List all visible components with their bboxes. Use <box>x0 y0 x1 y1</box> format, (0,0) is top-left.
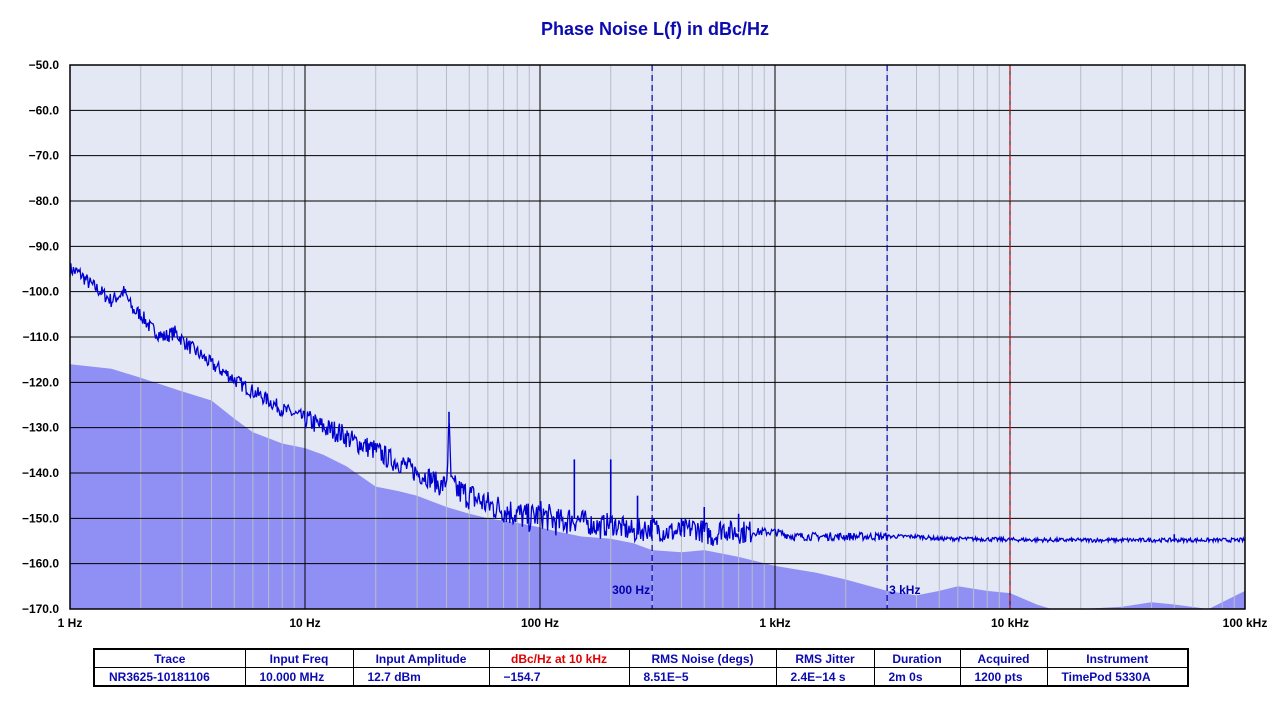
y-tick-label: −110.0 <box>23 330 60 344</box>
x-tick-label: 100 Hz <box>521 616 559 630</box>
y-axis-ticks: −50.0 −60.0 −70.0 −80.0 −90.0 −100.0 −110.0 −12… <box>22 58 59 616</box>
cell-instrument: TimePod 5330A <box>1046 667 1189 687</box>
header-dbc-at-10khz: dBc/Hz at 10 kHz <box>488 648 630 668</box>
header-input-freq: Input Freq <box>244 648 354 668</box>
chart-title: Phase Noise L(f) in dBc/Hz <box>541 19 769 39</box>
y-tick-label: −130.0 <box>22 421 59 435</box>
header-rms-noise: RMS Noise (degs) <box>628 648 777 668</box>
header-acquired: Acquired <box>959 648 1048 668</box>
noise-floor-area <box>70 364 1245 609</box>
y-tick-label: −120.0 <box>22 375 59 389</box>
cell-rms-jitter: 2.4E−14 s <box>775 667 875 687</box>
y-tick-label: −50.0 <box>29 58 60 72</box>
cell-duration: 2m 0s <box>873 667 961 687</box>
phase-noise-trace <box>69 263 1246 547</box>
header-duration: Duration <box>873 648 961 668</box>
x-tick-label: 10 kHz <box>991 616 1029 630</box>
y-tick-label: −170.0 <box>22 602 59 616</box>
header-instrument: Instrument <box>1046 648 1189 668</box>
y-tick-label: −160.0 <box>22 557 59 571</box>
marker-label: 3 kHz <box>889 583 920 597</box>
y-tick-label: −150.0 <box>22 511 59 525</box>
cell-input-freq: 10.000 MHz <box>244 667 354 687</box>
table-row: NR3625-10181106 10.000 MHz 12.7 dBm −154… <box>93 667 1189 687</box>
y-tick-label: −90.0 <box>29 239 60 253</box>
noise-floor-fill <box>70 364 1245 609</box>
x-axis-ticks: 1 Hz 10 Hz 100 Hz 1 kHz 10 kHz 100 kHz <box>58 616 1268 630</box>
cell-acquired: 1200 pts <box>959 667 1048 687</box>
y-tick-label: −100.0 <box>22 285 59 299</box>
x-tick-label: 1 kHz <box>759 616 790 630</box>
x-tick-label: 10 Hz <box>289 616 320 630</box>
y-tick-label: −80.0 <box>29 194 60 208</box>
y-tick-label: −140.0 <box>22 466 59 480</box>
cell-dbc-at-10khz: −154.7 <box>488 667 630 687</box>
trace-line <box>69 263 1246 547</box>
measurement-summary-table: Trace Input Freq Input Amplitude dBc/Hz … <box>93 648 1189 687</box>
x-tick-label: 100 kHz <box>1223 616 1268 630</box>
header-rms-jitter: RMS Jitter <box>775 648 875 668</box>
y-tick-label: −60.0 <box>29 103 60 117</box>
plot-frame <box>69 64 1246 610</box>
plot-border <box>69 64 1246 610</box>
cell-rms-noise: 8.51E−5 <box>628 667 777 687</box>
table-header-row: Trace Input Freq Input Amplitude dBc/Hz … <box>93 648 1189 668</box>
header-trace: Trace <box>93 648 246 668</box>
grid-lines <box>69 64 1246 610</box>
x-tick-label: 1 Hz <box>58 616 83 630</box>
marker-label: 300 Hz <box>612 583 650 597</box>
cell-trace: NR3625-10181106 <box>93 667 246 687</box>
header-input-amplitude: Input Amplitude <box>352 648 490 668</box>
y-tick-label: −70.0 <box>29 149 60 163</box>
cell-input-amplitude: 12.7 dBm <box>352 667 490 687</box>
